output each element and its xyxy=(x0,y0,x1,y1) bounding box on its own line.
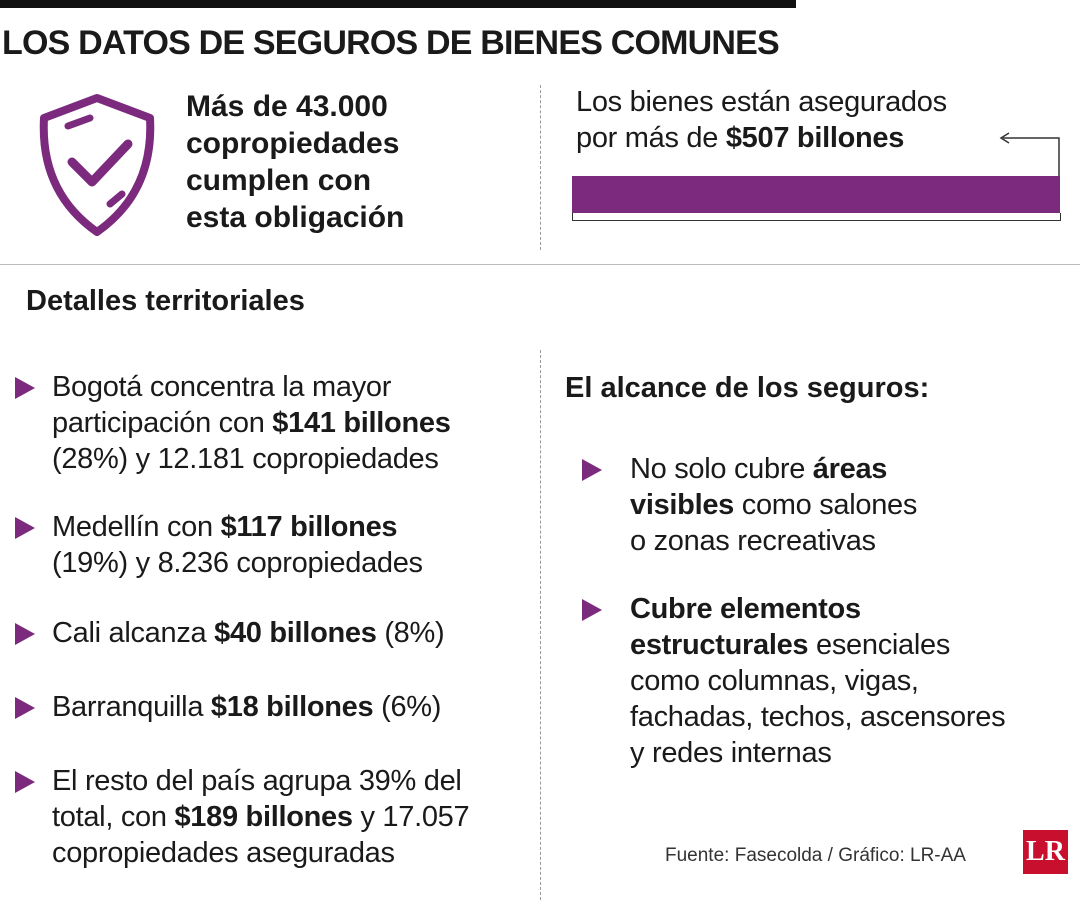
text-line: (28%) y 12.181 copropiedades xyxy=(52,441,439,478)
arrow xyxy=(999,132,1060,176)
bullet xyxy=(582,459,602,481)
bar-outline xyxy=(572,213,1061,221)
text-line: como columnas, vigas, xyxy=(630,663,919,700)
highlight-line: cumplen con xyxy=(186,164,372,197)
text-line: (19%) y 8.236 copropiedades xyxy=(52,545,423,582)
text-run: Bogotá concentra la mayor xyxy=(52,371,392,403)
text-line: o zonas recreativas xyxy=(630,523,876,560)
text-run: (6%) xyxy=(373,691,442,723)
bullet xyxy=(582,599,602,621)
text-line: Cali alcanza $40 billones (8%) xyxy=(52,615,445,652)
text-run: $189 billones xyxy=(174,801,353,833)
text-run: fachadas, techos, ascensores xyxy=(630,701,1006,733)
text-run: $141 billones xyxy=(272,407,451,439)
text-line: por más de $507 billones xyxy=(576,120,904,157)
bullet xyxy=(15,517,35,539)
text-run: El resto del país agrupa 39% del xyxy=(52,765,462,797)
text-run: áreas xyxy=(812,453,888,485)
text-run: o zonas recreativas xyxy=(630,525,876,557)
text-run: total, con xyxy=(52,801,175,833)
source: Fuente: Fasecolda / Gráfico: LR-AA xyxy=(665,845,966,866)
text-run: como columnas, vigas, xyxy=(630,665,919,697)
text-run: visibles xyxy=(630,489,734,521)
text-line: y redes internas xyxy=(630,735,832,772)
text-run: como salones xyxy=(734,489,918,521)
text-run: Medellín con xyxy=(52,511,221,543)
text-run: Cali alcanza xyxy=(52,617,215,649)
text-line: fachadas, techos, ascensores xyxy=(630,699,1006,736)
text-run: Barranquilla xyxy=(52,691,211,723)
text-run: $507 billones xyxy=(725,122,905,154)
top-bar xyxy=(0,0,796,8)
text-line: total, con $189 billones y 17.057 xyxy=(52,799,470,836)
text-line: copropiedades aseguradas xyxy=(52,835,395,872)
text-line: El resto del país agrupa 39% del xyxy=(52,763,462,800)
bullet xyxy=(15,377,35,399)
logo: LR xyxy=(1023,830,1068,874)
highlight-line: esta obligación xyxy=(186,201,405,234)
text-line: Los bienes están asegurados xyxy=(576,84,947,121)
bullet xyxy=(15,771,35,793)
text-run: por más de xyxy=(576,122,726,154)
text-line: Bogotá concentra la mayor xyxy=(52,369,391,406)
bullet xyxy=(15,697,35,719)
section-title: El alcance de los seguros: xyxy=(565,372,930,404)
text-run: (19%) y 8.236 copropiedades xyxy=(52,547,423,579)
highlight-line: Más de 43.000 xyxy=(186,90,388,123)
text-run: $117 billones xyxy=(220,511,398,543)
text-run: participación con xyxy=(52,407,273,439)
text-line: No solo cubre áreas xyxy=(630,451,887,488)
shield-icon xyxy=(39,94,155,236)
text-run: y redes internas xyxy=(630,737,832,769)
text-run: esenciales xyxy=(808,629,951,661)
text-run: estructurales xyxy=(630,629,809,661)
text-run: Cubre elementos xyxy=(630,593,861,625)
text-line: Medellín con $117 billones xyxy=(52,509,398,546)
text-run: copropiedades aseguradas xyxy=(52,837,395,869)
text-line: estructurales esenciales xyxy=(630,627,950,664)
divider xyxy=(540,350,541,900)
text-run: No solo cubre xyxy=(630,453,813,485)
text-run: y 17.057 xyxy=(352,801,470,833)
section-title: Detalles territoriales xyxy=(26,285,305,317)
text-run: (28%) y 12.181 copropiedades xyxy=(52,443,439,475)
total-bar xyxy=(572,176,1060,213)
highlight-line: copropiedades xyxy=(186,127,400,160)
text-run: (8%) xyxy=(376,617,445,649)
divider xyxy=(540,85,541,250)
separator xyxy=(0,264,1080,265)
text-line: participación con $141 billones xyxy=(52,405,451,442)
text-line: Cubre elementos xyxy=(630,591,861,628)
text-run: $40 billones xyxy=(214,617,377,649)
text-run: Los bienes están asegurados xyxy=(576,86,947,118)
bullet xyxy=(15,623,35,645)
text-line: visibles como salones xyxy=(630,487,917,524)
text-line: Barranquilla $18 billones (6%) xyxy=(52,689,441,726)
text-run: $18 billones xyxy=(210,691,374,723)
title: LOS DATOS DE SEGUROS DE BIENES COMUNES xyxy=(2,24,780,62)
